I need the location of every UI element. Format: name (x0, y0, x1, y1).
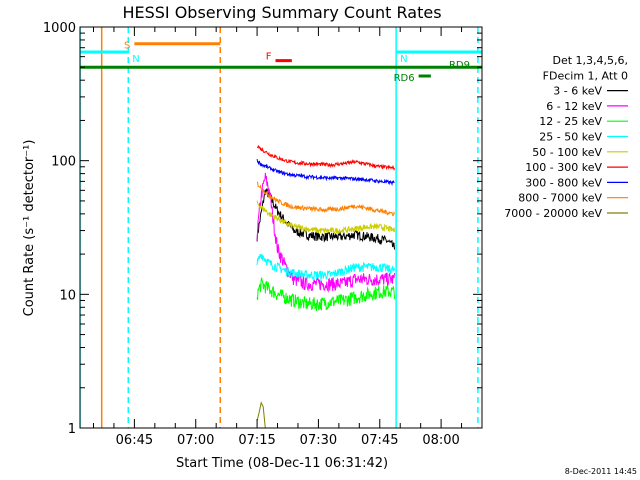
y-tick-label: 1 (68, 422, 76, 437)
series-line-6 (256, 159, 395, 187)
flag-label-5: RD6 (394, 73, 415, 84)
x-tick-label: 08:00 (422, 433, 459, 448)
legend-header-line: FDecim 1, Att 0 (543, 69, 628, 82)
flag-label-4: RD9 (449, 60, 470, 71)
x-tick-label: 07:45 (361, 433, 398, 448)
series-line-4 (256, 200, 395, 234)
flag-label-0: S (124, 41, 130, 52)
chart-title: HESSI Observing Summary Count Rates (122, 3, 441, 22)
series-line-5 (256, 144, 395, 172)
plot-border (79, 26, 483, 429)
x-tick-label: 07:00 (177, 433, 214, 448)
y-tick-label: 100 (51, 155, 76, 170)
legend-entry-label: 800 - 7000 keV (518, 192, 602, 205)
x-tick-label: 07:15 (238, 433, 275, 448)
legend-header-line: Det 1,3,4,5,6, (552, 54, 628, 67)
series-line-7 (256, 181, 395, 217)
series-line-8 (256, 401, 266, 428)
legend-entry-label: 6 - 12 keV (546, 100, 602, 113)
legend-entry-label: 300 - 800 keV (525, 176, 602, 189)
legend-entry-label: 7000 - 20000 keV (504, 207, 602, 220)
x-axis-label: Start Time (08-Dec-11 06:31:42) (176, 456, 388, 471)
series-line-0 (256, 188, 395, 250)
legend-entry-label: 3 - 6 keV (553, 85, 602, 98)
x-tick-label: 06:45 (116, 433, 153, 448)
axes: 1 10 100 1000 06:45 07:00 07:15 07:30 07:45 08:00 (43, 21, 483, 448)
legend-entry-label: 12 - 25 keV (539, 115, 602, 128)
legend: Det 1,3,4,5,6, FDecim 1, Att 0 3 - 6 keV 6 … (504, 54, 628, 220)
series-line-2 (256, 277, 395, 312)
legend-entry-label: 50 - 100 keV (532, 146, 602, 159)
plot-contents (80, 27, 482, 428)
y-tick-label: 1000 (43, 21, 76, 36)
series-line-1 (256, 172, 395, 293)
y-axis-label: Count Rate (s⁻¹ detector⁻¹) (22, 140, 37, 317)
plot-frame (79, 26, 483, 429)
legend-entry-label: 25 - 50 keV (539, 131, 602, 144)
flag-label-2: N (400, 54, 407, 65)
x-tick-label: 07:30 (300, 433, 337, 448)
flag-label-3: F (266, 52, 272, 63)
date-note: 8-Dec-2011 14:45 (565, 467, 637, 476)
flag-label-1: N (132, 54, 139, 65)
legend-entry-label: 100 - 300 keV (525, 161, 602, 174)
y-tick-label: 10 (59, 288, 76, 303)
series-line-3 (256, 254, 395, 282)
